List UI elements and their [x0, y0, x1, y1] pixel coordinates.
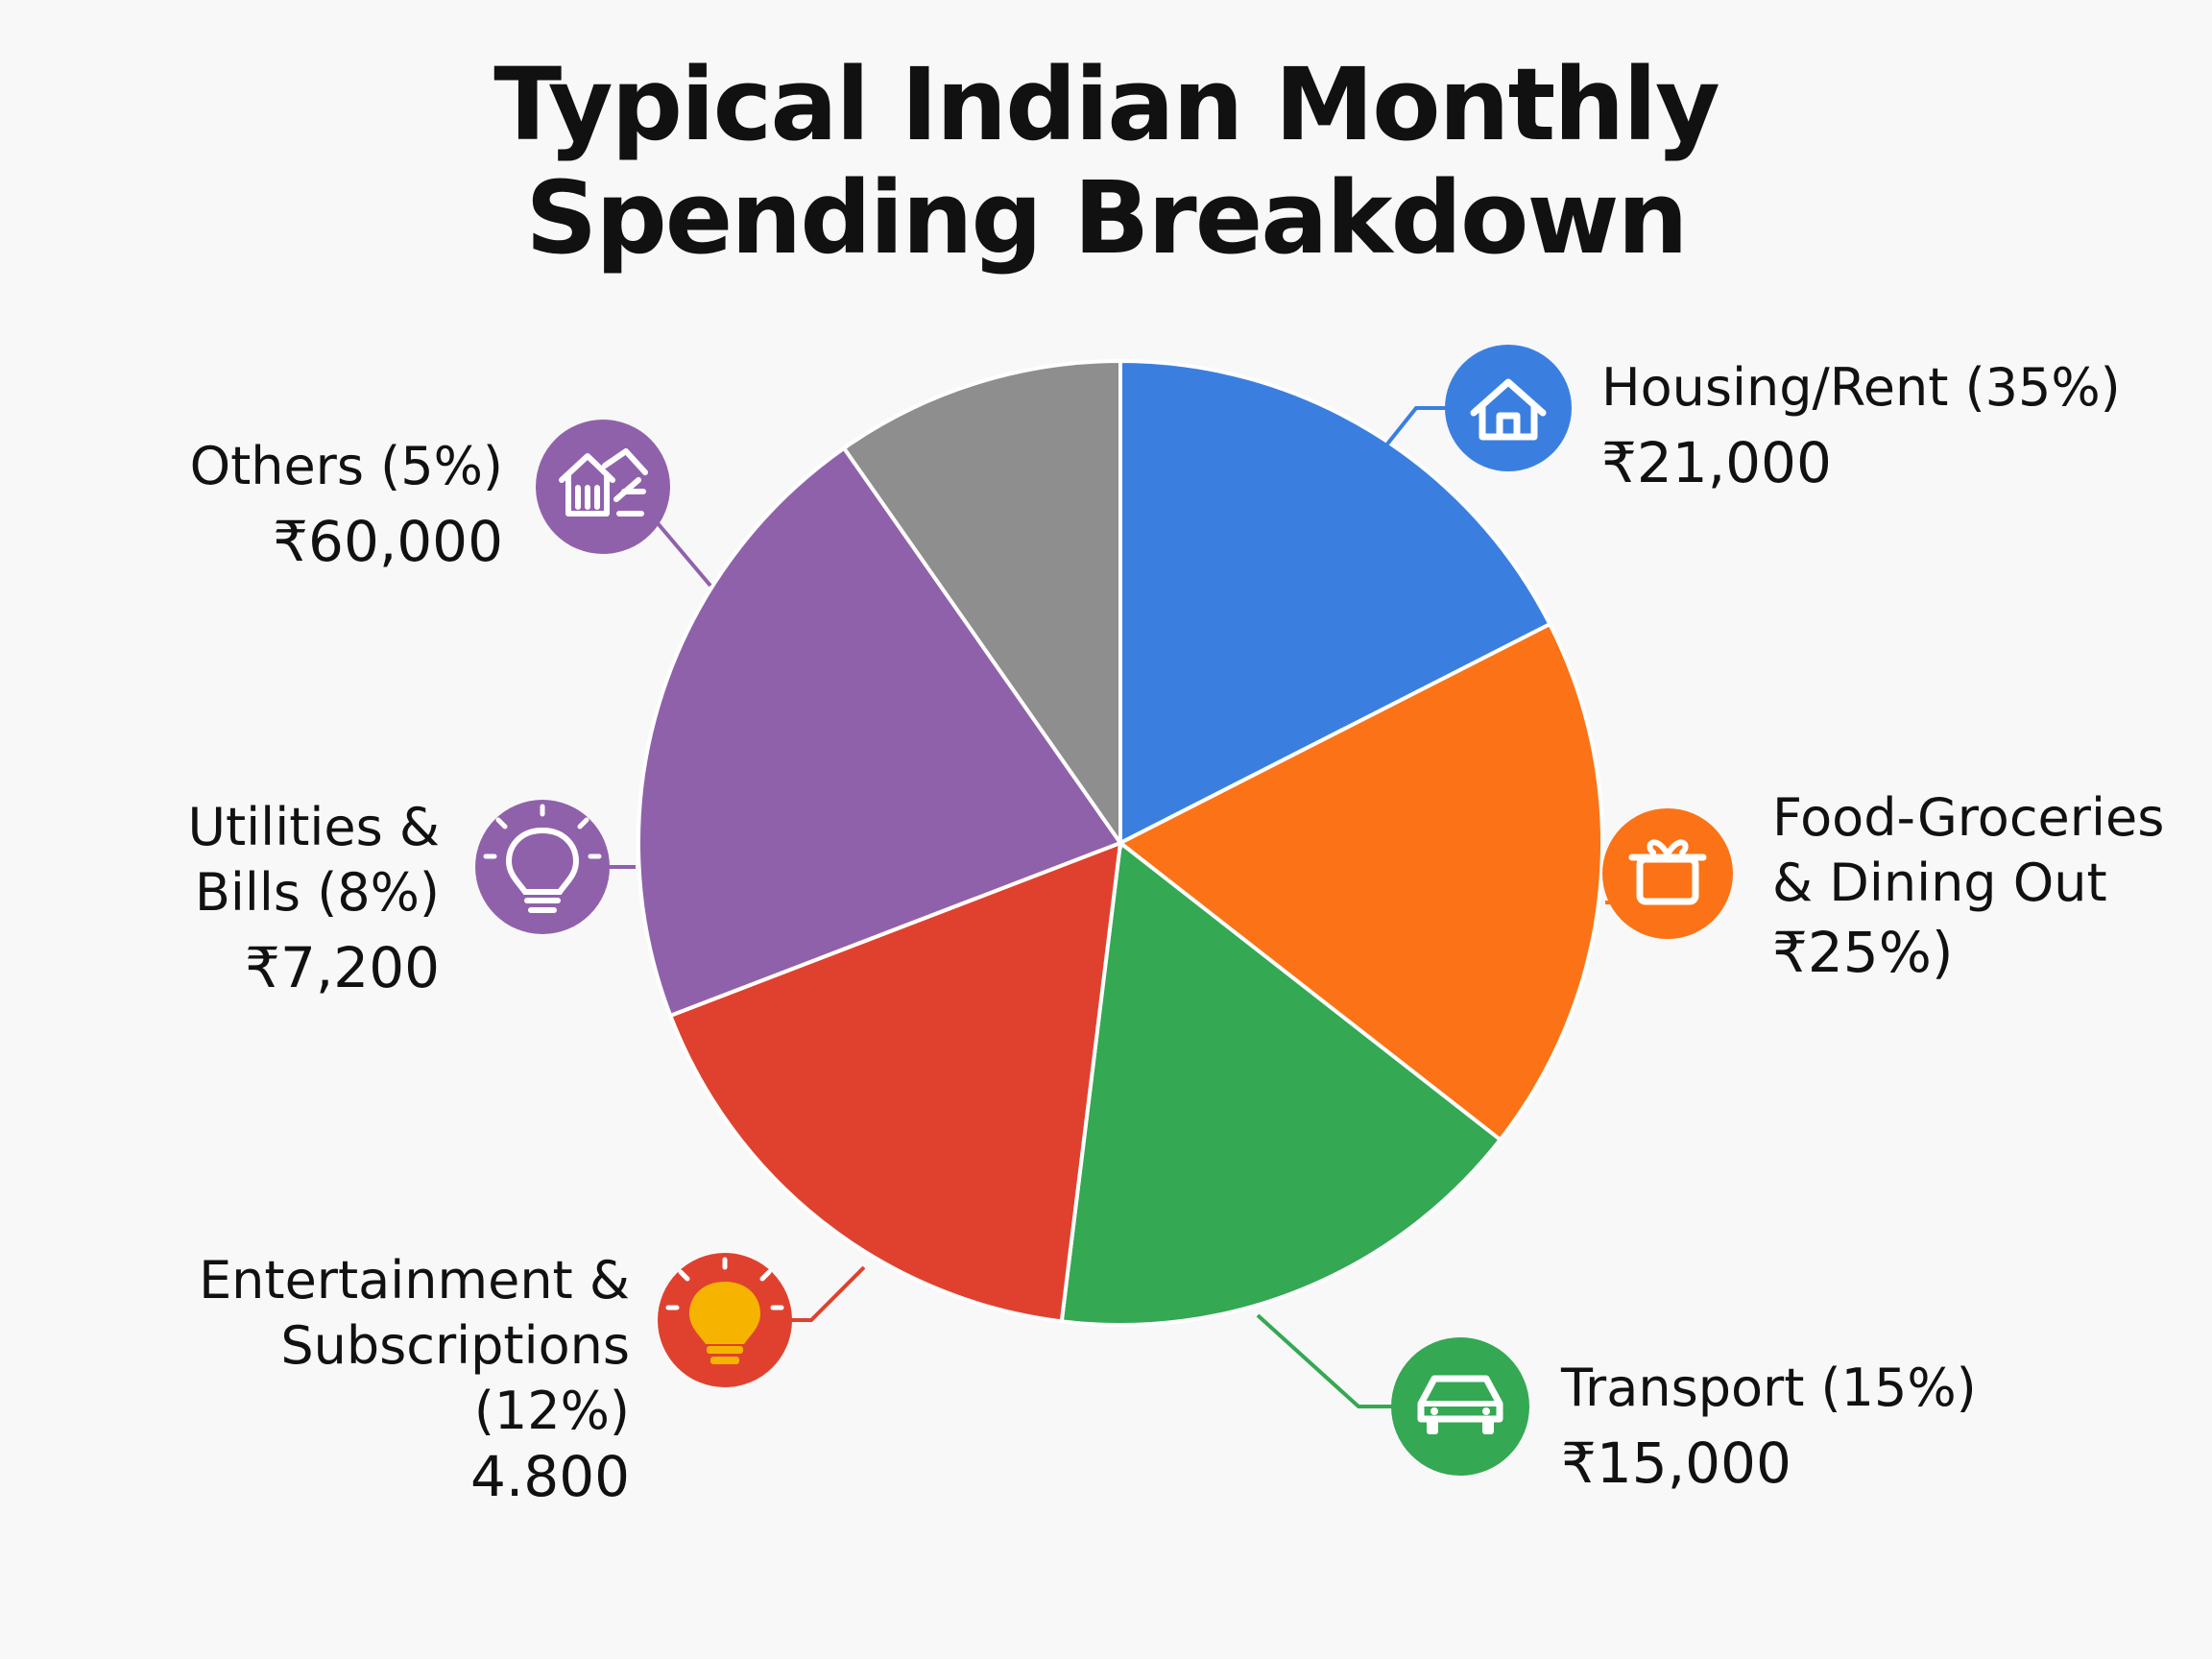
label-utilities-value: ₹7,200	[245, 935, 440, 1000]
title-line-2: Spending Breakdown	[525, 159, 1688, 276]
leader-line-others	[656, 521, 712, 588]
label-utilities-line2: Bills (8%)	[194, 862, 440, 923]
label-housing-name: Housing/Rent (35%)	[1601, 357, 2121, 418]
pie-slice-food	[1117, 621, 1605, 1142]
label-food-value: ₹25%)	[1772, 920, 1954, 985]
pie-slice-utilities	[636, 445, 1124, 1019]
house-icon	[1445, 345, 1572, 471]
label-entertainment-value: 4.800	[469, 1444, 630, 1509]
label-transport-value: ₹15,000	[1561, 1431, 1791, 1496]
title-line-1: Typical Indian Monthly	[493, 46, 1720, 163]
pie-slice-transport	[1059, 839, 1503, 1328]
label-entertainment-line2: Subscriptions	[280, 1315, 630, 1376]
label-others-name: Others (5%)	[189, 436, 503, 496]
pie-slice-housing	[1118, 358, 1552, 847]
leader-line-housing	[1383, 406, 1447, 448]
label-housing: Housing/Rent (35%) ₹21,000	[1601, 355, 2121, 495]
gift-box-icon	[1602, 808, 1733, 939]
label-transport-name: Transport (15%)	[1561, 1358, 1977, 1418]
label-food-line2: & Dining Out	[1772, 853, 2107, 913]
label-entertainment: Entertainment & Subscriptions (12%) 4.80…	[199, 1248, 630, 1509]
pie-slice-others	[841, 358, 1122, 850]
pie-slices	[636, 358, 1605, 1328]
lightbulb-icon	[658, 1253, 792, 1387]
label-food-line1: Food-Groceries	[1772, 787, 2165, 848]
label-food: Food-Groceries & Dining Out ₹25%)	[1772, 785, 2164, 985]
lightbulb-icon	[475, 800, 610, 934]
label-entertainment-line3: (12%)	[473, 1381, 630, 1441]
leader-line-transport	[1256, 1313, 1394, 1408]
label-transport: Transport (15%) ₹15,000	[1561, 1356, 1977, 1496]
pie-slice-entertainment	[667, 839, 1123, 1324]
chart-title: Typical Indian Monthly Spending Breakdow…	[0, 48, 2212, 275]
label-housing-value: ₹21,000	[1601, 430, 1832, 495]
label-entertainment-line1: Entertainment &	[199, 1250, 630, 1310]
label-others: Others (5%) ₹60,000	[190, 434, 503, 574]
label-utilities: Utilities & Bills (8%) ₹7,200	[187, 795, 440, 1000]
car-icon	[1391, 1337, 1529, 1476]
leader-line-entertainment	[789, 1265, 866, 1322]
label-others-value: ₹60,000	[273, 509, 503, 574]
label-utilities-line1: Utilities &	[187, 797, 440, 857]
buildings-icon	[536, 420, 670, 554]
